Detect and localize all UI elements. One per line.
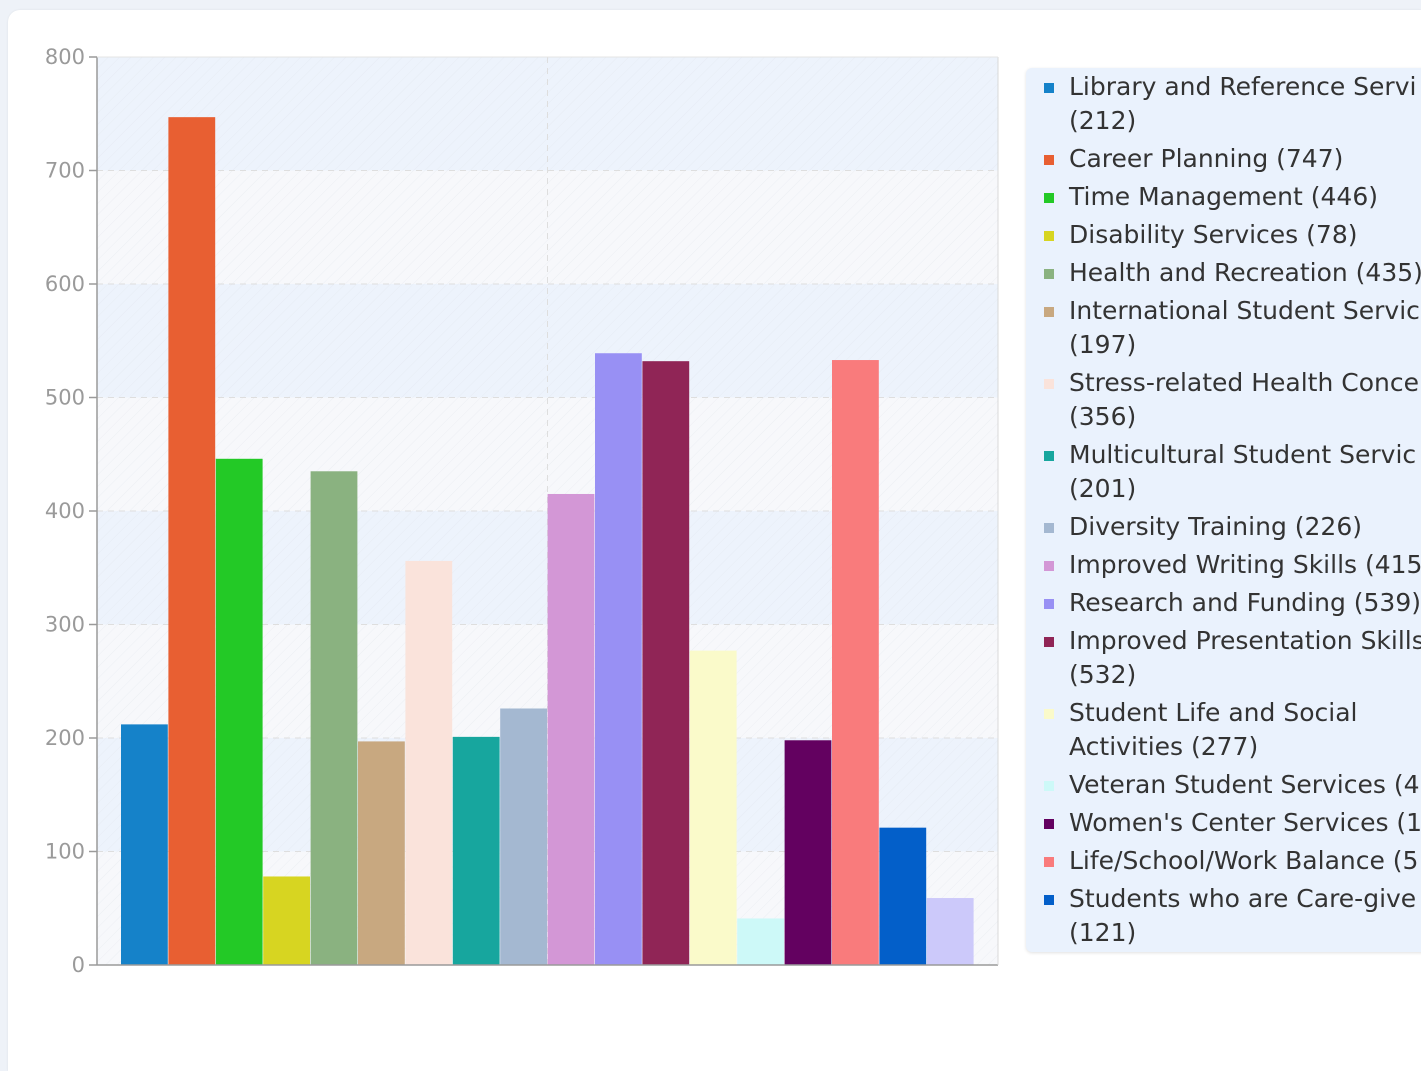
bar-chart: Library and Reference Services (212)Care… — [45, 45, 999, 977]
legend-label: Diversity Training (226) — [1069, 512, 1362, 541]
y-tick-label: 100 — [45, 840, 85, 864]
legend-item[interactable]: Student Life and Social Activities (277) — [1026, 698, 1421, 766]
legend-item[interactable]: Improved Presentation Skills (532) — [1026, 626, 1421, 694]
bar: Library and Reference Services (212) — [121, 724, 168, 965]
legend-item[interactable]: Library and Reference Servi (212) — [1026, 72, 1421, 140]
legend-swatch — [1044, 781, 1054, 791]
chart-card: Library and Reference Services (212)Care… — [8, 10, 1421, 1071]
bar: Disability Services (78) — [263, 876, 310, 965]
legend-label: Students who are Care-give — [1069, 884, 1417, 913]
legend-item[interactable]: Research and Funding (539) — [1026, 588, 1421, 622]
legend-swatch — [1044, 231, 1054, 241]
legend-swatch — [1044, 561, 1054, 571]
legend-label: (532) — [1069, 660, 1137, 689]
legend-swatch — [1044, 155, 1054, 165]
legend-item[interactable]: Improved Writing Skills (415 — [1026, 550, 1421, 584]
legend-label: Improved Presentation Skills — [1069, 626, 1421, 655]
legend-label: Women's Center Services (1 — [1069, 808, 1421, 837]
bar: Career Planning (747) — [168, 117, 216, 965]
bar: Students who are Care-givers (121) — [879, 827, 927, 965]
legend-swatch — [1044, 83, 1054, 93]
legend-swatch — [1044, 269, 1054, 279]
legend-label: Activities (277) — [1069, 732, 1259, 761]
legend-swatch — [1044, 637, 1054, 647]
legend-label: Research and Funding (539) — [1069, 588, 1421, 617]
legend-item[interactable]: International Student Servic (197) — [1026, 296, 1421, 364]
bar: Time Management (446) — [215, 458, 263, 965]
y-tick-label: 0 — [72, 953, 85, 977]
legend-item[interactable]: Life/School/Work Balance (5 — [1026, 846, 1421, 880]
y-tick-label: 800 — [45, 45, 85, 69]
legend-item[interactable]: Career Planning (747) — [1026, 144, 1421, 178]
y-tick-label: 600 — [45, 272, 85, 296]
legend-swatch — [1044, 819, 1054, 829]
legend-label: (212) — [1069, 106, 1137, 135]
legend-label: Stress-related Health Conce — [1069, 368, 1419, 397]
legend-item[interactable]: Health and Recreation (435) — [1026, 258, 1421, 292]
legend-item[interactable]: Diversity Training (226) — [1026, 512, 1421, 546]
legend-label: Career Planning (747) — [1069, 144, 1344, 173]
legend-swatch — [1044, 709, 1054, 719]
legend-label: Time Management (446) — [1069, 182, 1378, 211]
bar: Diversity Training (226) — [500, 708, 547, 965]
legend-label: Improved Writing Skills (415 — [1069, 550, 1421, 579]
legend-swatch — [1044, 379, 1054, 389]
y-tick-label: 300 — [45, 613, 85, 637]
legend-label: Life/School/Work Balance (5 — [1069, 846, 1419, 875]
bar: Multicultural Student Services (201) — [452, 736, 500, 965]
legend-label: Disability Services (78) — [1069, 220, 1358, 249]
legend-swatch — [1044, 307, 1054, 317]
legend-item[interactable]: Veteran Student Services (4 — [1026, 770, 1421, 804]
bar: Stress-related Health Concerns (356) — [405, 560, 453, 965]
y-axis-ticks: 0 100 200 300 400 500 600 700 800 — [45, 45, 97, 977]
legend-swatch — [1044, 857, 1054, 867]
bars: Library and Reference Services (212)Care… — [121, 117, 974, 965]
bar: Improved Presentation Skills (532) — [642, 361, 690, 965]
legend-label: Veteran Student Services (4 — [1069, 770, 1420, 799]
bar: Improved Writing Skills (415) — [547, 493, 595, 965]
legend-label: (197) — [1069, 330, 1137, 359]
y-tick-label: 700 — [45, 159, 85, 183]
legend-label: Student Life and Social — [1069, 698, 1358, 727]
legend-item[interactable]: Disability Services (78) — [1026, 220, 1421, 254]
y-tick-label: 500 — [45, 386, 85, 410]
bar: Research and Funding (539) — [595, 353, 642, 965]
legend-swatch — [1044, 895, 1054, 905]
legend-label: (201) — [1069, 474, 1137, 503]
legend-swatch — [1044, 451, 1054, 461]
legend-label: Health and Recreation (435) — [1069, 258, 1421, 287]
legend: Library and Reference Servi (212) Career P… — [1026, 68, 1421, 952]
bar: Student Life and Social Activities (277) — [689, 650, 737, 965]
y-tick-label: 400 — [45, 499, 85, 523]
bar: Veteran Student Services (41) — [737, 918, 784, 965]
legend-label: Library and Reference Servi — [1069, 72, 1417, 101]
legend-item[interactable]: Multicultural Student Servic (201) — [1026, 440, 1421, 508]
legend-item[interactable]: Time Management (446) — [1026, 182, 1421, 216]
legend-label: Multicultural Student Servic — [1069, 440, 1417, 469]
bar: Women's Center Services (198) — [784, 740, 832, 965]
bar: Life/School/Work Balance (533) — [832, 360, 879, 965]
y-tick-label: 200 — [45, 726, 85, 750]
legend-swatch — [1044, 523, 1054, 533]
legend-swatch — [1044, 599, 1054, 609]
legend-item[interactable]: Students who are Care-give (121) — [1026, 884, 1421, 952]
bar: Health and Recreation (435) — [310, 471, 358, 965]
legend-swatch — [1044, 193, 1054, 203]
legend-item[interactable]: Stress-related Health Conce (356) — [1026, 368, 1421, 436]
bar: International Student Services (197) — [358, 741, 405, 965]
legend-item[interactable]: Women's Center Services (1 — [1026, 808, 1421, 842]
legend-label: (121) — [1069, 918, 1137, 947]
legend-label: (356) — [1069, 402, 1137, 431]
legend-label: International Student Servic — [1069, 296, 1420, 325]
bar: Other (59) — [926, 898, 974, 965]
